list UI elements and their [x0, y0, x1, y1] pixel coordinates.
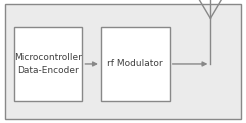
Bar	[14, 27, 82, 101]
Text: rf Modulator: rf Modulator	[108, 59, 163, 69]
Bar	[101, 27, 170, 101]
Text: Microcontroller
Data-Encoder: Microcontroller Data-Encoder	[14, 53, 82, 75]
